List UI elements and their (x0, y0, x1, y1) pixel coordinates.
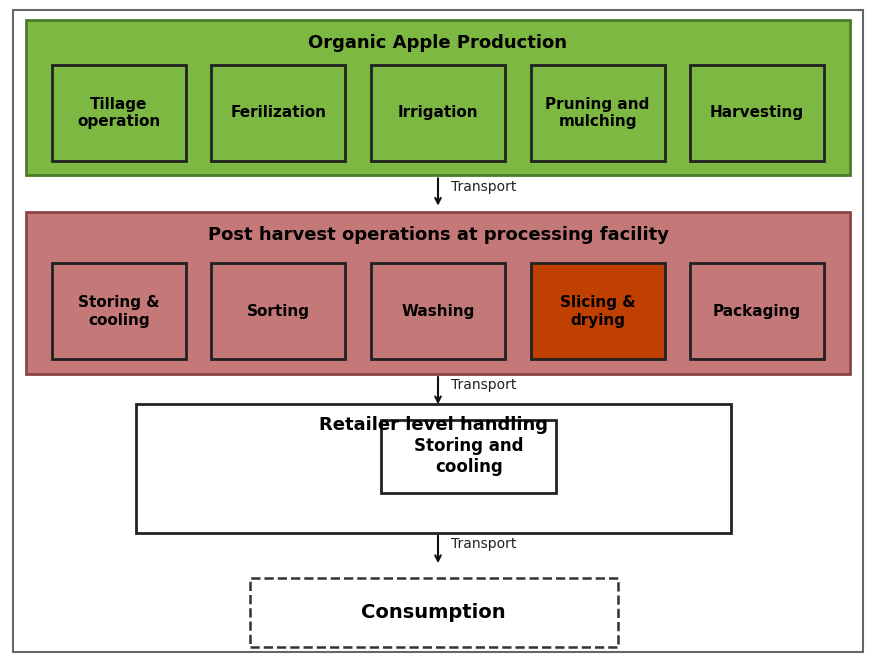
FancyBboxPatch shape (381, 420, 556, 493)
Text: Transport: Transport (451, 378, 517, 393)
FancyBboxPatch shape (371, 263, 505, 359)
FancyBboxPatch shape (26, 212, 850, 374)
Text: Sorting: Sorting (247, 304, 310, 319)
Text: Post harvest operations at processing facility: Post harvest operations at processing fa… (208, 226, 668, 244)
FancyBboxPatch shape (26, 20, 850, 175)
Text: Storing &
cooling: Storing & cooling (78, 295, 159, 328)
FancyBboxPatch shape (690, 65, 824, 161)
FancyBboxPatch shape (250, 578, 618, 647)
Text: Harvesting: Harvesting (710, 105, 804, 120)
Text: Packaging: Packaging (713, 304, 802, 319)
Text: Transport: Transport (451, 179, 517, 194)
Text: Pruning and
mulching: Pruning and mulching (546, 97, 650, 129)
Text: Irrigation: Irrigation (398, 105, 478, 120)
Text: Washing: Washing (401, 304, 475, 319)
FancyBboxPatch shape (211, 263, 345, 359)
Text: Retailer level handling: Retailer level handling (319, 416, 548, 434)
FancyBboxPatch shape (52, 263, 186, 359)
Text: Transport: Transport (451, 537, 517, 551)
FancyBboxPatch shape (531, 65, 665, 161)
Text: Ferilization: Ferilization (230, 105, 327, 120)
Text: Storing and
cooling: Storing and cooling (413, 438, 524, 476)
FancyBboxPatch shape (531, 263, 665, 359)
Text: Slicing &
drying: Slicing & drying (560, 295, 635, 328)
FancyBboxPatch shape (371, 65, 505, 161)
Text: Tillage
operation: Tillage operation (77, 97, 160, 129)
Text: Consumption: Consumption (361, 603, 506, 622)
Text: Organic Apple Production: Organic Apple Production (308, 34, 568, 52)
FancyBboxPatch shape (211, 65, 345, 161)
FancyBboxPatch shape (136, 404, 731, 533)
FancyBboxPatch shape (690, 263, 824, 359)
FancyBboxPatch shape (52, 65, 186, 161)
